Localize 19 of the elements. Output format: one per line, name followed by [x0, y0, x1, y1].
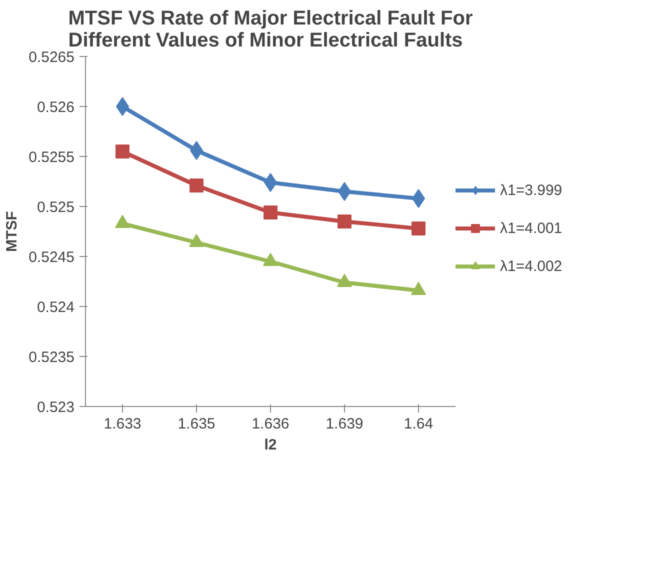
y-tick-label: 0.5255 — [28, 149, 75, 166]
x-tick-label: 1.639 — [326, 416, 364, 432]
x-tick-label: 1.636 — [252, 416, 290, 432]
x-tick-label: 1.64 — [404, 416, 434, 432]
y-tick-label: 0.526 — [36, 99, 75, 116]
y-tick-label: 0.523 — [36, 399, 75, 416]
legend-label: λ1=4.002 — [500, 258, 562, 274]
y-tick-label: 0.524 — [36, 299, 75, 316]
x-tick-label: 1.633 — [104, 416, 142, 432]
x-tick-label: 1.635 — [178, 416, 216, 432]
y-tick-label: 0.5265 — [28, 49, 75, 66]
y-tick-label: 0.5245 — [28, 249, 75, 266]
legend-label: λ1=4.001 — [500, 220, 562, 236]
y-tick-label: 0.525 — [36, 199, 75, 216]
y-tick-label: 0.5235 — [28, 349, 75, 366]
x-axis-title: l2 — [264, 436, 277, 454]
chart-title: MTSF VS Rate of Major Electrical Fault For Different Values of Minor Electrical Faults — [68, 8, 473, 52]
y-axis-title: MTSF — [4, 211, 21, 252]
legend-label: λ1=3.999 — [500, 182, 562, 198]
